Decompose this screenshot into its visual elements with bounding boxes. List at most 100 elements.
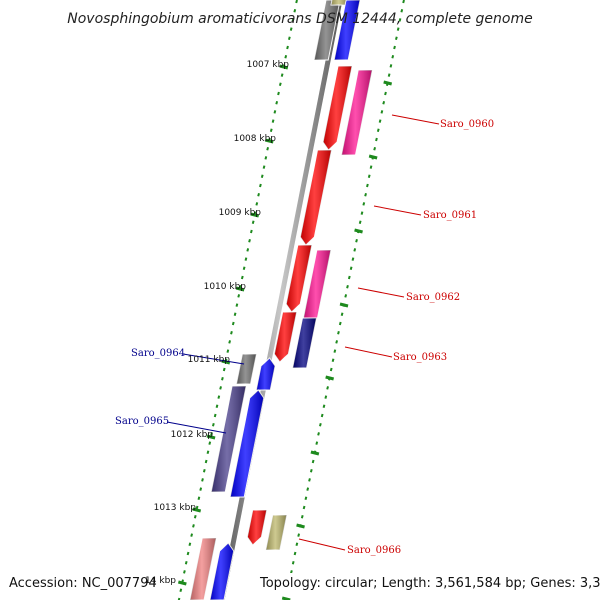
right-track-tick-dot	[340, 312, 344, 317]
accession-background	[6, 573, 146, 592]
right-track-tick-dot	[360, 211, 364, 215]
right-track-tick-dot	[311, 459, 315, 464]
right-track-tick-dot	[306, 487, 310, 491]
gene-saro-0965-shade	[211, 386, 247, 492]
right-track-tick-dot	[333, 349, 337, 353]
left-track-tick-dot	[264, 156, 268, 160]
tick-label-1009: 1009 kbp	[219, 208, 262, 218]
leader-saro-0965	[166, 421, 227, 434]
major-tick-left	[235, 286, 245, 292]
gene-label-saro-0965[interactable]: Saro_0965	[115, 416, 169, 427]
gene-label-saro-0960[interactable]: Saro_0960	[440, 119, 494, 130]
tick-label-1008: 1008 kbp	[234, 134, 277, 144]
label-leaders	[166, 114, 440, 551]
right-track-tick-dot	[319, 422, 322, 427]
left-track-tick-dot	[212, 422, 215, 427]
right-track-tick-dot	[335, 340, 339, 344]
right-track-tick-dot	[302, 505, 306, 510]
genome-backbone	[219, 0, 343, 600]
right-track-tick-dot	[304, 496, 308, 501]
left-track-tick-dot	[240, 275, 244, 280]
leader-saro-0963	[344, 346, 393, 358]
gene-features	[189, 0, 373, 600]
gene-saro-0964-shade	[236, 354, 257, 384]
major-tick-right	[339, 302, 349, 308]
right-track-tick-dot	[389, 64, 393, 68]
right-track-tick-dot	[367, 174, 371, 179]
left-track-tick-dot	[273, 110, 277, 114]
right-track-tick-dot	[317, 432, 320, 436]
right-track-tick-dot	[326, 386, 329, 390]
right-track-tick-dot	[346, 284, 349, 289]
left-track-tick-dot	[213, 413, 217, 418]
left-track-tick-dot	[188, 542, 192, 547]
left-track-tick-dot	[244, 257, 248, 261]
right-track-tick-dot	[331, 358, 335, 363]
major-tick-left	[192, 507, 202, 513]
gene-saro-0961-shade	[300, 150, 332, 245]
right-track-tick-dot	[362, 202, 366, 206]
left-track-tick-dot	[235, 303, 239, 307]
major-tick-left	[177, 580, 187, 586]
left-track-tick-dot	[228, 340, 232, 344]
right-track-tick-dot	[373, 146, 377, 151]
gene-label-saro-0966[interactable]: Saro_0966	[347, 545, 401, 556]
left-track-tick-dot	[251, 220, 255, 225]
leader-saro-0966	[298, 538, 346, 551]
major-tick-right	[354, 228, 363, 234]
left-track-tick-dot	[269, 128, 273, 133]
left-track-tick-dot	[222, 367, 226, 372]
left-track-tick-dot	[217, 395, 221, 399]
left-track-tick-dot	[246, 248, 250, 252]
right-track-tick-dot	[309, 468, 313, 473]
gene-saro-0963-red-shade	[274, 312, 297, 362]
right-track-tick-dot	[337, 330, 340, 335]
left-track-tick-dot	[271, 119, 275, 123]
left-track-tick-dot	[221, 376, 224, 381]
right-track-tick-dot	[315, 441, 319, 445]
major-tick-right	[368, 154, 378, 160]
right-track-tick-dot	[393, 45, 396, 50]
gene-label-saro-0961[interactable]: Saro_0961	[423, 210, 477, 221]
left-track-tick-dot	[186, 551, 190, 556]
left-track-tick-dot	[197, 496, 201, 501]
gene-label-saro-0964[interactable]: Saro_0964	[131, 348, 185, 359]
major-tick-left	[279, 64, 289, 70]
right-track-tick-dot	[349, 266, 353, 271]
tick-label-1010: 1010 kbp	[204, 282, 247, 292]
left-track-tick-dot	[291, 18, 295, 22]
left-track-tick-dot	[199, 487, 203, 491]
left-track-tick-dot	[204, 459, 208, 464]
right-track-tick-dot	[300, 514, 304, 519]
left-track-tick-dot	[286, 45, 289, 50]
left-track-tick-dot	[277, 91, 280, 96]
tick-label-1012: 1012 kbp	[171, 430, 214, 440]
right-track-tick-dot	[329, 367, 333, 372]
right-track-tick-dot	[400, 8, 404, 13]
right-track-tick-dot	[402, 0, 405, 4]
left-track-tick-dot	[190, 533, 194, 537]
gene-saro-0963-shade	[292, 318, 317, 368]
gene-label-saro-0963[interactable]: Saro_0963	[393, 352, 447, 363]
left-track-tick-dot	[226, 349, 230, 353]
gene-saro-0965-blue-shade	[230, 390, 264, 497]
left-track-tick-dot	[255, 202, 259, 206]
left-track-tick-dot	[183, 570, 186, 574]
gene-label-saro-0962[interactable]: Saro_0962	[406, 292, 460, 303]
left-track-tick-dot	[259, 183, 262, 188]
gene-saro-0962-shade	[303, 250, 331, 318]
major-tick-right	[296, 523, 305, 529]
gene-saro-0962-red-shade	[286, 245, 312, 312]
gene-saro-0966-shade	[265, 515, 287, 550]
left-track-tick-dot	[184, 560, 188, 565]
right-track-tick-dot	[394, 36, 398, 41]
right-track-tick-dot	[391, 54, 395, 59]
left-track-tick-dot	[287, 36, 291, 41]
right-track-tick-dot	[293, 551, 297, 556]
left-track-tick-dot	[230, 330, 233, 335]
leader-saro-0961	[373, 205, 422, 216]
right-track-tick-dot	[351, 257, 355, 261]
right-track-tick-dot	[290, 570, 293, 574]
gene-saro-0960-pink-shade	[341, 70, 373, 155]
left-track-tick-dot	[206, 450, 210, 455]
